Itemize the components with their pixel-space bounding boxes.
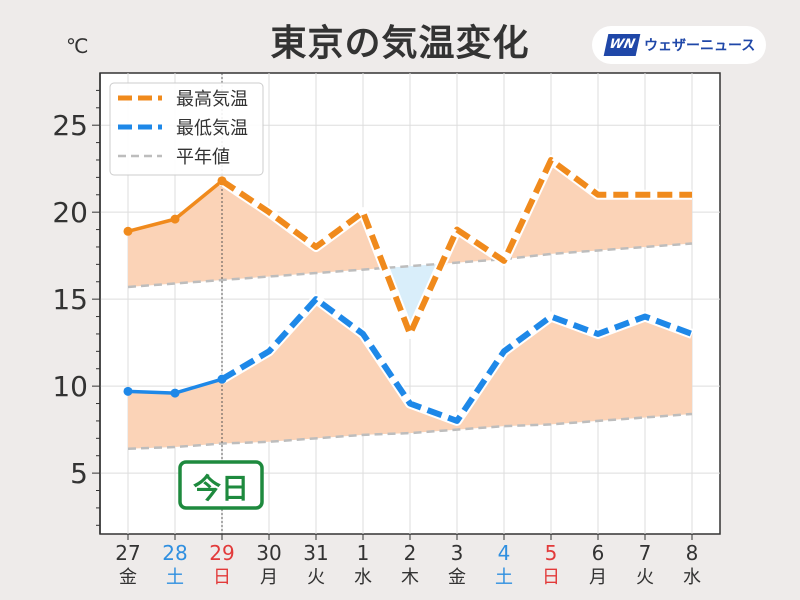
brand-name: ウェザーニュース [644,38,756,54]
y-axis-unit: ℃ [66,34,89,58]
x-tick-label-day: 28 [162,541,187,565]
x-tick-label-weekday: 月 [589,567,607,588]
x-tick-label-day: 4 [498,541,511,565]
x-tick-label-weekday: 火 [636,567,654,588]
x-tick-label-day: 31 [303,541,328,565]
high-forecast-line [220,156,692,337]
chart-title: 東京の気温変化 [270,23,530,64]
x-tick-label-weekday: 火 [307,567,325,588]
high-point [217,176,227,186]
high-point [170,214,180,224]
x-tick-label-day: 1 [357,541,370,565]
y-tick-label: 25 [52,109,88,142]
fill-above-normal [551,316,598,425]
fill-above-normal [645,194,692,247]
y-axis: 5 10 15 20 25 [52,73,101,534]
fill-above-normal [316,299,363,439]
normal-lines [127,242,693,451]
normal-high-line [127,242,693,289]
fill-above-normal [598,316,645,421]
today-badge-box [178,460,264,510]
series-points [123,176,227,398]
legend-label-low: 最低気温 [176,118,248,139]
x-tick-label-weekday: 土 [166,567,184,588]
y-tick-label: 15 [52,283,88,316]
fill-above-normal [175,379,222,448]
fill-above-normal [269,299,316,442]
x-tick-label-day: 2 [404,541,417,565]
legend-box [109,82,264,176]
x-tick-label-day: 29 [209,541,234,565]
fill-above-normal [269,212,316,277]
today-badge-label: 今日 [193,472,249,505]
fill-above-normal [645,316,692,418]
low-forecast-line [220,296,694,424]
x-tick-label-weekday: 水 [354,567,372,588]
x-tick-label-day: 27 [115,541,140,565]
fill-above-normal [175,180,222,284]
brand-logo: WN ウェザーニュース [592,26,766,64]
low-point [170,388,180,398]
x-tick-label-day: 7 [639,541,652,565]
x-tick-label-weekday: 金 [119,567,137,588]
x-tick-label-day: 30 [256,541,281,565]
fill-above-normal [598,194,645,251]
legend-label-normal: 平年値 [176,147,230,168]
normal-low-line [127,412,693,451]
y-tick-label: 5 [70,457,88,490]
fill-above-normal [551,159,598,254]
today-badge: 今日 [178,460,264,510]
x-tick-label-weekday: 金 [448,567,466,588]
fill-above-normal [128,391,175,449]
fill-above-normal [128,219,175,287]
x-tick-label-weekday: 月 [260,567,278,588]
series-lines [127,154,694,426]
x-tick-label-day: 3 [451,541,464,565]
y-tick-label: 20 [52,196,88,229]
x-tick-label-weekday: 日 [213,567,231,588]
legend-label-high: 最高気温 [176,89,248,110]
x-tick-label-weekday: 水 [683,567,701,588]
low-point [217,374,227,384]
x-tick-label-day: 6 [592,541,605,565]
x-tick-label-weekday: 木 [401,567,419,588]
x-tick-label-day: 8 [686,541,699,565]
x-tick-label-weekday: 日 [542,567,560,588]
x-tick-label-weekday: 土 [495,567,513,588]
low-point [123,386,133,396]
fill-above-normal [316,212,363,274]
high-point [123,226,133,236]
x-tick-label-day: 5 [545,541,558,565]
y-tick-label: 10 [52,370,88,403]
